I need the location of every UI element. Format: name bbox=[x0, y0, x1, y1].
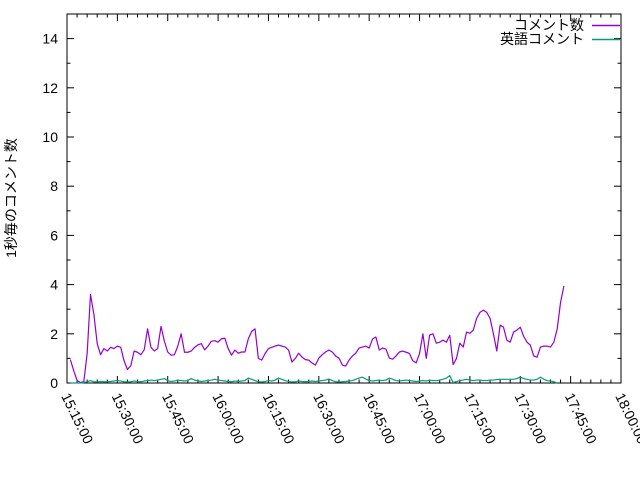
x-tick-label: 17:45:00 bbox=[562, 390, 600, 446]
y-axis-title: 1秒毎のコメント数 bbox=[3, 138, 19, 258]
y-tick-label: 10 bbox=[42, 129, 58, 145]
x-tick-label: 16:00:00 bbox=[209, 390, 247, 446]
series-line-1 bbox=[70, 375, 558, 384]
x-tick-label: 16:15:00 bbox=[260, 390, 298, 446]
series-line-0 bbox=[69, 285, 565, 384]
x-tick-label: 15:15:00 bbox=[58, 390, 96, 446]
y-tick-label: 8 bbox=[50, 178, 58, 194]
plot-border bbox=[66, 13, 622, 384]
x-tick-label: 16:45:00 bbox=[360, 390, 398, 446]
y-tick-label: 2 bbox=[50, 326, 58, 342]
legend-label-1: 英語コメント bbox=[500, 31, 584, 47]
x-tick-label: 17:00:00 bbox=[411, 390, 449, 446]
legend-label-0: コメント数 bbox=[514, 17, 584, 33]
y-tick-label: 12 bbox=[42, 80, 58, 96]
x-tick-label: 17:15:00 bbox=[461, 390, 499, 446]
x-tick-label: 17:30:00 bbox=[512, 390, 550, 446]
y-tick-label: 4 bbox=[50, 277, 58, 293]
y-tick-label: 14 bbox=[42, 31, 58, 47]
x-tick-label: 18:00:00 bbox=[612, 390, 640, 446]
y-tick-label: 0 bbox=[50, 375, 58, 391]
x-tick-label: 16:30:00 bbox=[310, 390, 348, 446]
x-tick-label: 15:30:00 bbox=[109, 390, 147, 446]
y-tick-label: 6 bbox=[50, 227, 58, 243]
x-tick-label: 15:45:00 bbox=[159, 390, 197, 446]
